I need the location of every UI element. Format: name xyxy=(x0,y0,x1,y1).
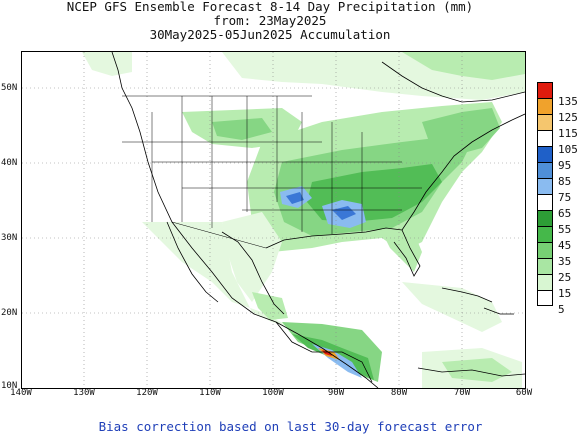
shade-texas xyxy=(222,212,282,302)
legend-label-75: 75 xyxy=(558,191,572,204)
precipitation-map xyxy=(22,52,525,388)
shade-plains-core xyxy=(212,118,272,140)
legend-label-95: 95 xyxy=(558,159,572,172)
lon-label-60w: 60W xyxy=(515,388,533,398)
title-line-1: NCEP GFS Ensemble Forecast 8-14 Day Prec… xyxy=(66,0,474,14)
lon-label-110w: 110W xyxy=(199,388,221,398)
legend-swatch-75 xyxy=(537,178,553,194)
baja-coast xyxy=(166,221,219,303)
lon-label-100w: 100W xyxy=(262,388,284,398)
legend-label-55: 55 xyxy=(558,223,572,236)
hispaniola xyxy=(483,307,514,315)
lat-label-10n: 10N xyxy=(1,381,18,391)
lat-label-50n: 50N xyxy=(1,83,18,93)
legend-label-85: 85 xyxy=(558,175,572,188)
lon-label-140w: 140W xyxy=(10,388,32,398)
shade-bc xyxy=(82,52,132,76)
shade-northeast xyxy=(422,108,500,156)
legend-swatch-95 xyxy=(537,146,553,162)
legend-label-25: 25 xyxy=(558,271,572,284)
legend-label-35: 35 xyxy=(558,255,572,268)
pacific-coast xyxy=(111,52,379,388)
legend-label-65: 65 xyxy=(558,207,572,220)
yucatan xyxy=(275,321,373,383)
legend-swatch-105 xyxy=(537,130,553,146)
cuba xyxy=(441,287,493,303)
atlantic-coast xyxy=(401,113,525,231)
lat-label-20n: 20N xyxy=(1,308,18,318)
bias-correction-note: Bias correction based on last 30-day for… xyxy=(98,419,483,434)
great-lakes-region xyxy=(381,61,525,103)
lat-label-40n: 40N xyxy=(1,158,18,168)
legend-swatch-125 xyxy=(537,98,553,114)
shade-ca-red xyxy=(322,350,332,356)
shade-south-america-mid xyxy=(442,358,512,382)
legend-swatch-55 xyxy=(537,210,553,226)
legend-swatch-5 xyxy=(537,290,553,306)
graticule xyxy=(22,52,525,388)
shade-blue-ok-core xyxy=(286,192,304,204)
lon-label-120w: 120W xyxy=(136,388,158,398)
title-line-2: from: 23May2025 xyxy=(213,13,327,28)
legend-swatch-15 xyxy=(537,274,553,290)
lon-label-130w: 130W xyxy=(73,388,95,398)
legend-label-135: 135 xyxy=(558,95,578,108)
coastlines xyxy=(111,52,525,388)
legend-swatch-85 xyxy=(537,162,553,178)
us-mexico-border xyxy=(171,221,267,249)
legend-swatch-25 xyxy=(537,258,553,274)
legend-label-45: 45 xyxy=(558,239,572,252)
legend-label-5: 5 xyxy=(558,303,565,316)
shade-mexico xyxy=(142,222,292,328)
legend-swatch-45 xyxy=(537,226,553,242)
legend-swatch-35 xyxy=(537,242,553,258)
legend-label-15: 15 xyxy=(558,287,572,300)
state-borders xyxy=(122,95,422,249)
shade-florida xyxy=(382,228,422,272)
gulf-of-california xyxy=(221,231,285,315)
gulf-coast xyxy=(265,227,403,249)
legend-swatch-115 xyxy=(537,114,553,130)
shade-mexico-south xyxy=(252,292,288,320)
map-panel xyxy=(21,51,526,389)
south-america-coast xyxy=(417,367,525,377)
legend-label-105: 105 xyxy=(558,143,578,156)
lon-label-90w: 90W xyxy=(327,388,345,398)
legend-label-115: 115 xyxy=(558,127,578,140)
precip-shading xyxy=(82,52,525,388)
lat-label-30n: 30N xyxy=(1,233,18,243)
legend-swatch-65 xyxy=(537,194,553,210)
legend-label-125: 125 xyxy=(558,111,578,124)
shade-canada-east xyxy=(402,52,525,80)
lon-label-80w: 80W xyxy=(390,388,408,398)
color-legend xyxy=(537,82,553,306)
shade-caribbean xyxy=(402,282,502,332)
florida xyxy=(393,229,421,277)
title-line-3: 30May2025-05Jun2025 Accumulation xyxy=(149,27,391,42)
legend-swatch-135 xyxy=(537,82,553,98)
shade-blue-ms-core xyxy=(332,206,356,220)
lon-label-70w: 70W xyxy=(453,388,471,398)
